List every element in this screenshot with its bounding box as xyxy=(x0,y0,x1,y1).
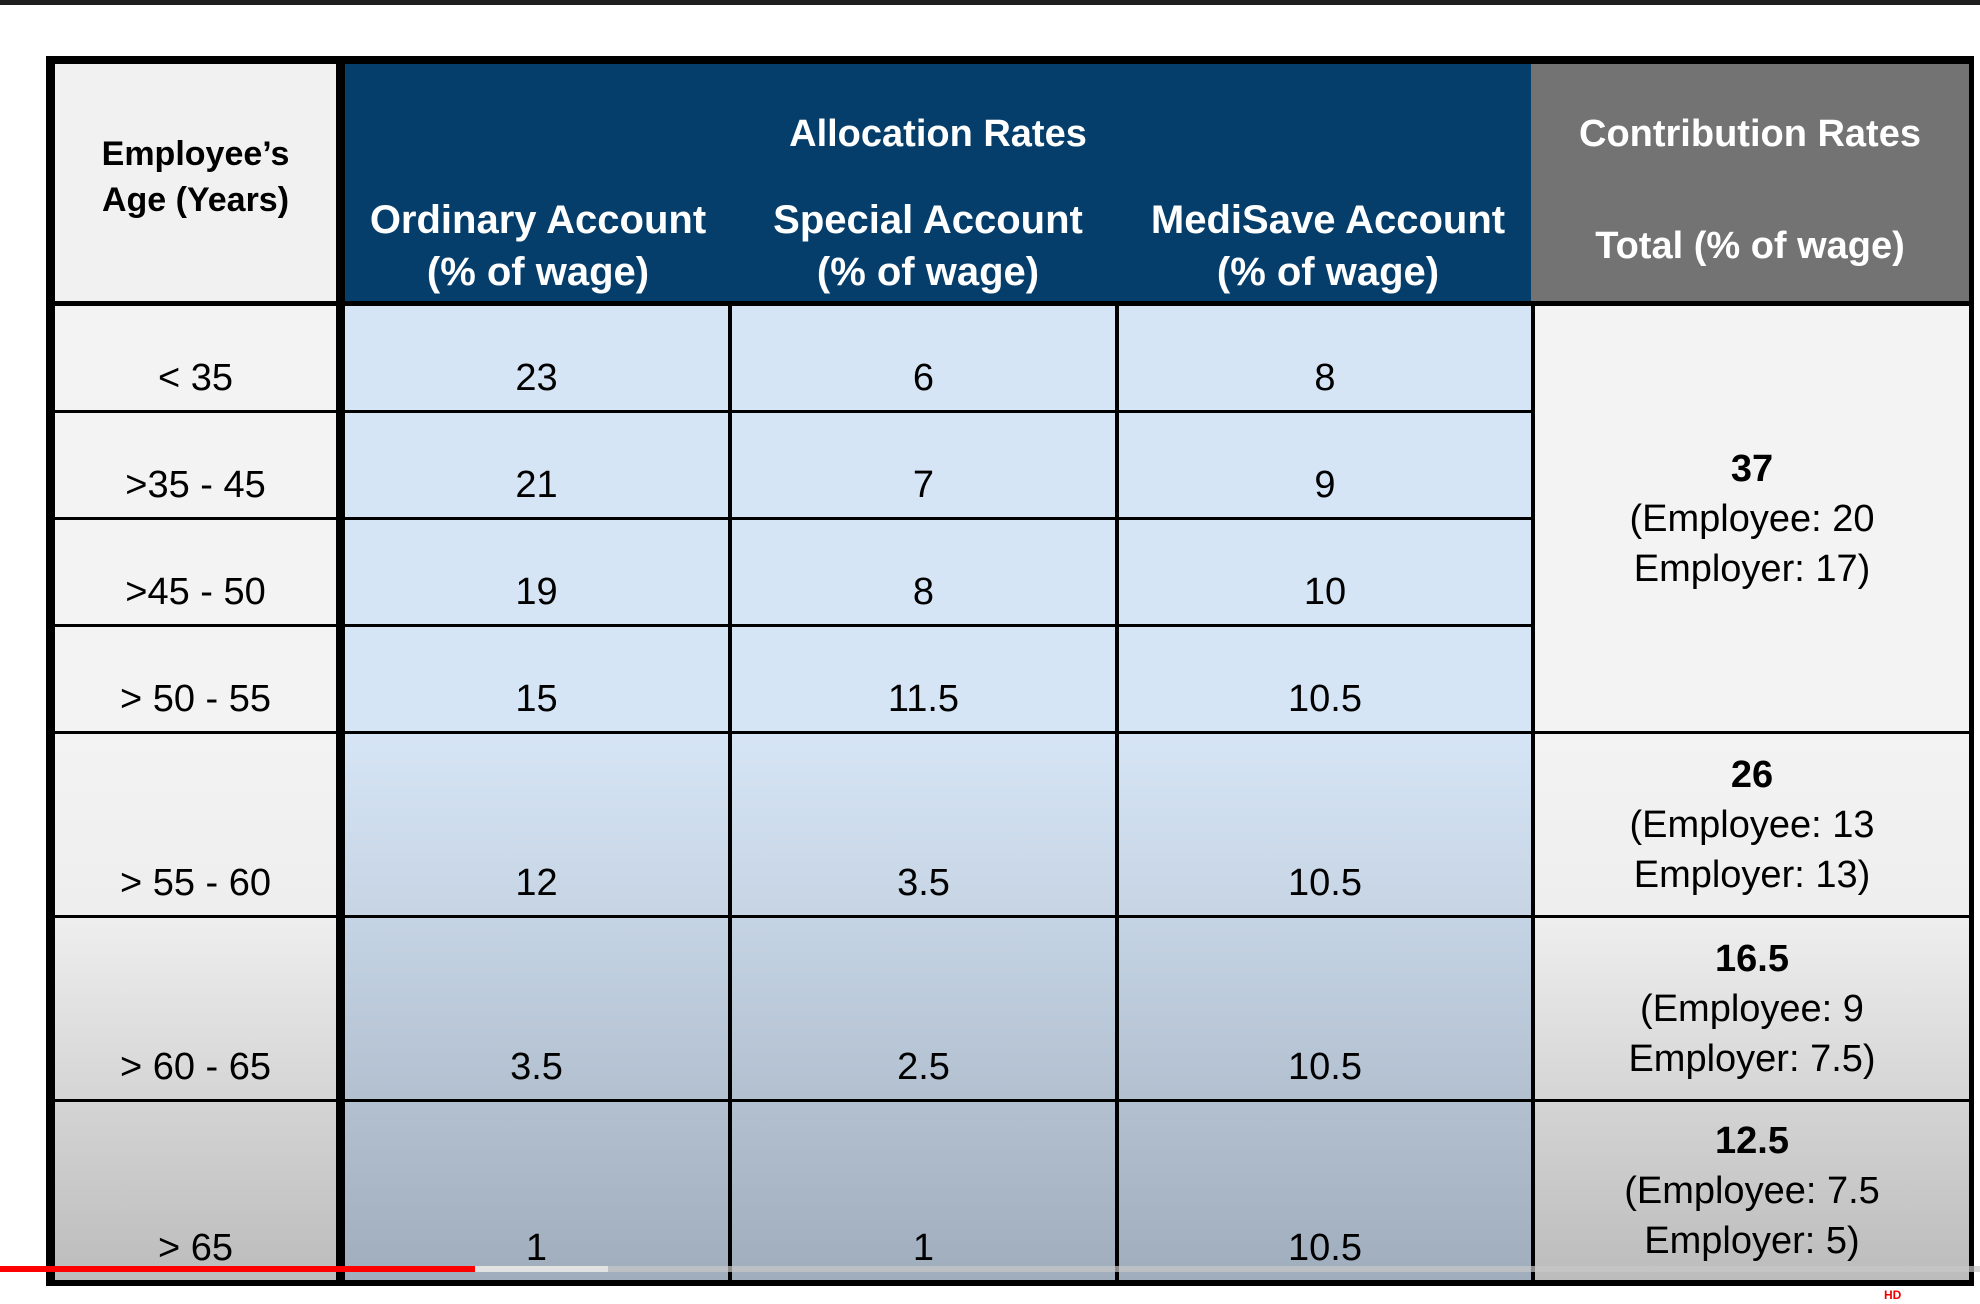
video-progress-bar[interactable] xyxy=(0,1266,1980,1272)
cell-value: 19 xyxy=(515,571,558,613)
cell-value: > 55 - 60 xyxy=(119,862,272,904)
window-top-bar xyxy=(0,0,1980,5)
age-cell: > 65 xyxy=(55,1102,336,1280)
age-cell: >45 - 50 xyxy=(55,520,336,624)
cell-value: 9 xyxy=(1314,464,1336,506)
play-icon[interactable]: ▶ xyxy=(40,1290,53,1304)
contribution-employee: (Employee: 9 xyxy=(1640,987,1864,1030)
rate-cell-ma: 8 xyxy=(1119,306,1531,410)
contribution-rates-title: Contribution Rates xyxy=(1579,113,1921,155)
rate-cell-sa: 7 xyxy=(732,413,1115,517)
header-allocation-rates: Allocation Rates Ordinary Account (% of … xyxy=(345,64,1531,301)
cell-value: 3.5 xyxy=(510,1046,563,1088)
rate-cell-sa: 8 xyxy=(732,520,1115,624)
cell-value: 1 xyxy=(525,1227,548,1269)
cell-value: > 60 - 65 xyxy=(119,1046,272,1088)
rate-cell-oa: 21 xyxy=(345,413,728,517)
contribution-total: 26 xyxy=(1730,753,1774,796)
cell-value: 8 xyxy=(912,571,935,613)
cell-value: 10.5 xyxy=(1288,1227,1362,1269)
header-employee-age-label: Employee’s Age (Years) xyxy=(101,134,290,219)
cell-value: 23 xyxy=(515,357,558,399)
cell-value: 15 xyxy=(515,678,558,720)
contribution-total: 37 xyxy=(1730,447,1774,490)
contribution-employee: (Employee: 20 xyxy=(1629,497,1875,540)
contribution-employer: Employer: 13) xyxy=(1633,853,1871,896)
rate-cell-ma: 10.5 xyxy=(1119,1102,1531,1280)
cell-value: 10.5 xyxy=(1288,678,1362,720)
cell-value: > 65 xyxy=(157,1227,234,1269)
rate-cell-sa: 1 xyxy=(732,1102,1115,1280)
rate-cell-oa: 1 xyxy=(345,1102,728,1280)
rate-cell-sa: 2.5 xyxy=(732,918,1115,1099)
cell-value: 12 xyxy=(515,862,558,904)
hd-badge-icon: HD xyxy=(1884,1288,1902,1302)
age-cell: > 60 - 65 xyxy=(55,918,336,1099)
gear-icon[interactable]: ⚙ xyxy=(1944,1290,1959,1304)
contribution-cell: 37 (Employee: 20 Employer: 17) xyxy=(1535,306,1969,731)
cell-value: 6 xyxy=(912,357,935,399)
contribution-cell: 16.5 (Employee: 9 Employer: 7.5) xyxy=(1535,918,1969,1099)
header-contribution-rates: Contribution Rates Total (% of wage) xyxy=(1531,64,1969,301)
contribution-total: 16.5 xyxy=(1715,937,1789,980)
rate-cell-ma: 9 xyxy=(1119,413,1531,517)
rate-cell-sa: 6 xyxy=(732,306,1115,410)
rate-cell-oa: 12 xyxy=(345,734,728,915)
contribution-cell: 26 (Employee: 13 Employer: 13) xyxy=(1535,734,1969,915)
rate-cell-sa: 11.5 xyxy=(732,627,1115,731)
cell-value: < 35 xyxy=(157,357,234,399)
header-ordinary-account: Ordinary Account (% of wage) xyxy=(369,198,707,294)
cell-value: 2.5 xyxy=(897,1046,950,1088)
cell-value: > 50 - 55 xyxy=(119,678,272,720)
contribution-cell: 12.5 (Employee: 7.5 Employer: 5) xyxy=(1535,1102,1969,1280)
rate-cell-oa: 19 xyxy=(345,520,728,624)
age-cell: < 35 xyxy=(55,306,336,410)
cell-value: 8 xyxy=(1314,357,1336,399)
cell-value: 10.5 xyxy=(1288,862,1362,904)
cell-value: 3.5 xyxy=(897,862,950,904)
cell-value: >45 - 50 xyxy=(125,571,266,613)
rate-cell-ma: 10 xyxy=(1119,520,1531,624)
rate-cell-ma: 10.5 xyxy=(1119,627,1531,731)
contribution-employer: Employer: 17) xyxy=(1633,547,1871,590)
age-cell: > 50 - 55 xyxy=(55,627,336,731)
cell-value: 10.5 xyxy=(1288,1046,1362,1088)
video-played-bar xyxy=(0,1266,475,1272)
cell-value: >35 - 45 xyxy=(125,464,266,506)
rate-cell-oa: 15 xyxy=(345,627,728,731)
cell-value: 10 xyxy=(1303,571,1347,613)
rate-cell-oa: 23 xyxy=(345,306,728,410)
allocation-rates-title: Allocation Rates xyxy=(789,113,1087,155)
header-medisave-account: MediSave Account (% of wage) xyxy=(1150,198,1506,294)
rate-cell-ma: 10.5 xyxy=(1119,734,1531,915)
header-total: Total (% of wage) xyxy=(1595,225,1905,267)
rate-cell-sa: 3.5 xyxy=(732,734,1115,915)
cell-value: 7 xyxy=(912,464,935,506)
cell-value: 11.5 xyxy=(887,678,960,720)
cell-value: 21 xyxy=(515,464,558,506)
rate-cell-oa: 3.5 xyxy=(345,918,728,1099)
contribution-employee: (Employee: 13 xyxy=(1629,803,1875,846)
contribution-employer: Employer: 7.5) xyxy=(1628,1037,1876,1080)
rate-cell-ma: 10.5 xyxy=(1119,918,1531,1099)
header-employee-age: Employee’s Age (Years) xyxy=(55,64,336,301)
header-special-account: Special Account (% of wage) xyxy=(773,198,1083,294)
age-cell: > 55 - 60 xyxy=(55,734,336,915)
contribution-total: 12.5 xyxy=(1715,1120,1789,1162)
cell-value: 1 xyxy=(912,1227,935,1269)
contribution-employer: Employer: 5) xyxy=(1644,1220,1860,1262)
age-cell: >35 - 45 xyxy=(55,413,336,517)
contribution-employee: (Employee: 7.5 xyxy=(1624,1170,1880,1212)
